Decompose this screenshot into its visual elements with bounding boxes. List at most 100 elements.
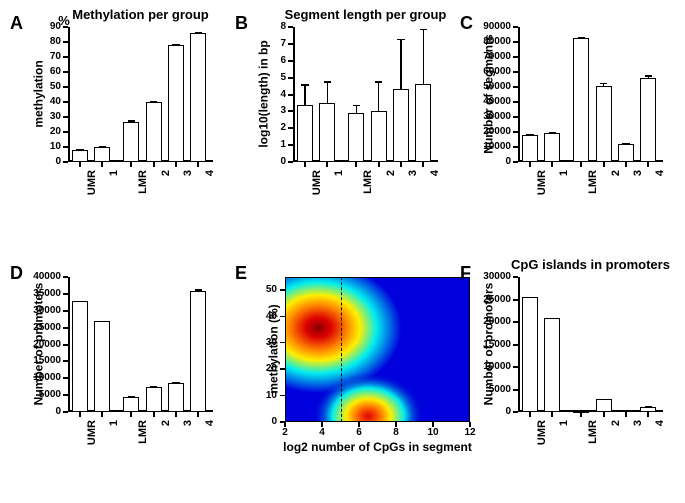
panel-A: AMethylation per group%methylation010203…: [10, 5, 235, 240]
x-tick-F-3: [603, 412, 605, 417]
x-tick-C-2: [580, 162, 582, 167]
y-tick-C: [513, 41, 518, 43]
y-axis-D: [68, 277, 70, 412]
y-tick-B: [288, 127, 293, 129]
y-tick-label-C: 50000: [473, 81, 511, 92]
y-tick-label-F: 10000: [473, 361, 511, 372]
heatmap-vline-E: [341, 277, 342, 422]
y-tick-F: [513, 276, 518, 278]
bar-B-LMR: [348, 113, 364, 162]
y-tick-label-C: 60000: [473, 66, 511, 77]
bar-A-4: [190, 33, 206, 162]
y-tick-C: [513, 116, 518, 118]
y-tick-F: [513, 299, 518, 301]
error-cap-C-0: [526, 134, 534, 136]
error-cap-B-2: [353, 105, 361, 107]
bar-D-2: [146, 387, 162, 412]
bar-A-3: [168, 45, 184, 162]
y-tick-label-D: 35000: [23, 288, 61, 299]
x-tick-label-A-1: 1: [108, 170, 120, 210]
x-tick-label-A-2: LMR: [137, 170, 149, 210]
x-tick-label-E: 2: [275, 427, 295, 438]
x-tick-label-A-5: 4: [204, 170, 216, 210]
y-tick-C: [513, 26, 518, 28]
x-tick-A-0: [79, 162, 81, 167]
x-tick-label-F-1: 1: [558, 420, 570, 460]
x-tick-C-3: [603, 162, 605, 167]
bar-F-2: [596, 399, 612, 412]
y-tick-A: [63, 41, 68, 43]
x-tick-B-4: [400, 162, 402, 167]
error-cap-B-0: [301, 84, 309, 86]
error-bar-B-3: [378, 81, 380, 111]
y-tick-D: [63, 394, 68, 396]
y-tick-label-F: 0: [473, 406, 511, 417]
bar-B-1: [319, 103, 335, 162]
x-tick-A-1: [101, 162, 103, 167]
y-axis-label-E: methylation (%): [266, 276, 280, 421]
y-tick-label-D: 5000: [23, 389, 61, 400]
panel-label-F: F: [460, 263, 471, 284]
bar-C-UMR: [522, 135, 538, 162]
bar-C-2: [596, 86, 612, 163]
x-tick-label-D-5: 4: [204, 420, 216, 460]
x-tick-D-1: [101, 412, 103, 417]
y-tick-label-F: 20000: [473, 316, 511, 327]
y-tick-label-A: 50: [23, 81, 61, 92]
y-tick-label-C: 0: [473, 156, 511, 167]
y-tick-E: [280, 289, 285, 291]
y-tick-F: [513, 389, 518, 391]
bar-A-1: [94, 147, 110, 162]
bar-D-4: [190, 291, 206, 413]
y-axis-F: [518, 277, 520, 412]
y-tick-label-D: 40000: [23, 271, 61, 282]
panel-label-E: E: [235, 263, 247, 284]
error-bar-B-4: [400, 39, 402, 90]
bar-F-1: [544, 318, 560, 413]
x-tick-F-0: [529, 412, 531, 417]
y-axis-C: [518, 27, 520, 162]
x-tick-A-2: [130, 162, 132, 167]
panel-label-B: B: [235, 13, 248, 34]
x-tick-D-5: [197, 412, 199, 417]
y-tick-label-B: 7: [248, 38, 286, 49]
y-tick-label-C: 40000: [473, 96, 511, 107]
x-tick-label-B-3: 2: [385, 170, 397, 210]
y-tick-label-A: 40: [23, 96, 61, 107]
y-tick-label-C: 30000: [473, 111, 511, 122]
y-tick-C: [513, 161, 518, 163]
error-cap-D-3: [150, 386, 158, 388]
heatmap-E: [285, 277, 470, 422]
x-tick-C-4: [625, 162, 627, 167]
y-tick-E: [280, 342, 285, 344]
y-tick-label-F: 15000: [473, 339, 511, 350]
y-tick-C: [513, 101, 518, 103]
panel-label-C: C: [460, 13, 473, 34]
bar-C-4: [640, 78, 656, 162]
chart-title-B: Segment length per group: [283, 7, 448, 22]
x-tick-B-3: [378, 162, 380, 167]
error-bar-B-5: [423, 29, 425, 85]
y-tick-C: [513, 131, 518, 133]
y-tick-C: [513, 146, 518, 148]
y-tick-B: [288, 161, 293, 163]
y-tick-label-B: 1: [248, 139, 286, 150]
y-tick-B: [288, 26, 293, 28]
x-tick-A-3: [153, 162, 155, 167]
x-tick-B-1: [326, 162, 328, 167]
y-tick-D: [63, 327, 68, 329]
y-tick-C: [513, 56, 518, 58]
x-tick-label-F-3: 2: [610, 420, 622, 460]
panel-F: FCpG islands in promotersNumber of promo…: [460, 255, 685, 490]
bar-B-2: [371, 111, 387, 162]
y-tick-D: [63, 360, 68, 362]
x-tick-label-C-0: UMR: [536, 170, 548, 210]
y-tick-A: [63, 86, 68, 88]
x-tick-D-4: [175, 412, 177, 417]
y-tick-A: [63, 146, 68, 148]
y-tick-label-A: 10: [23, 141, 61, 152]
y-tick-F: [513, 411, 518, 413]
x-tick-C-5: [647, 162, 649, 167]
x-tick-label-C-2: LMR: [587, 170, 599, 210]
error-cap-F-3: [600, 399, 608, 401]
